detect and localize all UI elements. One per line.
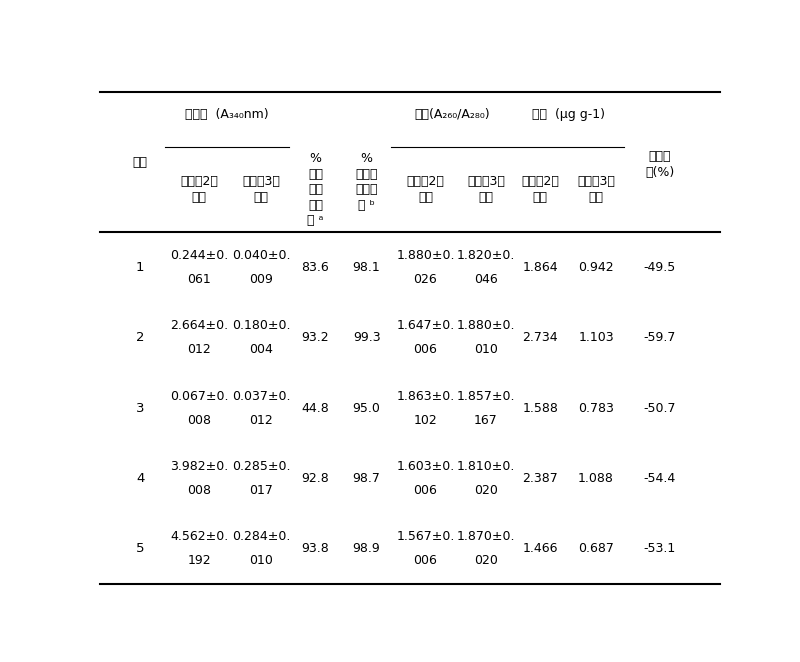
Text: 5: 5 <box>136 542 145 555</box>
Text: 0.783: 0.783 <box>578 402 614 414</box>
Text: 1.880±0.: 1.880±0. <box>396 249 454 262</box>
Text: 1.088: 1.088 <box>578 472 614 485</box>
Text: 2.734: 2.734 <box>522 332 558 344</box>
Text: 046: 046 <box>474 273 498 286</box>
Text: 产量  (μg g-1): 产量 (μg g-1) <box>532 108 605 121</box>
Text: 061: 061 <box>187 273 211 286</box>
Text: 93.8: 93.8 <box>302 542 330 555</box>
Text: 006: 006 <box>414 554 438 567</box>
Text: 1.820±0.: 1.820±0. <box>457 249 515 262</box>
Text: 010: 010 <box>250 554 273 567</box>
Text: 020: 020 <box>474 484 498 497</box>
Text: 92.8: 92.8 <box>302 472 330 485</box>
Text: 0.180±0.: 0.180±0. <box>232 320 290 332</box>
Text: 98.9: 98.9 <box>353 542 381 555</box>
Text: 2.387: 2.387 <box>522 472 558 485</box>
Text: -54.4: -54.4 <box>643 472 676 485</box>
Text: 1.466: 1.466 <box>522 542 558 555</box>
Text: -49.5: -49.5 <box>643 261 676 274</box>
Text: 0.285±0.: 0.285±0. <box>232 460 290 473</box>
Text: 2: 2 <box>136 332 145 344</box>
Text: 192: 192 <box>187 554 211 567</box>
Text: 1.567±0.: 1.567±0. <box>396 530 454 544</box>
Text: 1.870±0.: 1.870±0. <box>457 530 515 544</box>
Text: %
腐殖
酸的
消除
率 ᵃ: % 腐殖 酸的 消除 率 ᵃ <box>307 152 324 227</box>
Text: 纯度(A₂₆₀/A₂₈₀): 纯度(A₂₆₀/A₂₈₀) <box>414 108 490 121</box>
Text: 012: 012 <box>187 344 211 356</box>
Text: 006: 006 <box>414 344 438 356</box>
Text: 98.1: 98.1 <box>353 261 381 274</box>
Text: 95.0: 95.0 <box>353 402 381 414</box>
Text: 0.040±0.: 0.040±0. <box>232 249 290 262</box>
Text: 1.880±0.: 1.880±0. <box>457 320 515 332</box>
Text: 44.8: 44.8 <box>302 402 330 414</box>
Text: 1.603±0.: 1.603±0. <box>396 460 454 473</box>
Text: 4.562±0.: 4.562±0. <box>170 530 228 544</box>
Text: 0.942: 0.942 <box>578 261 614 274</box>
Text: 步骤（3）
纯化: 步骤（3） 纯化 <box>577 175 615 204</box>
Text: 1.810±0.: 1.810±0. <box>457 460 515 473</box>
Text: 4: 4 <box>136 472 145 485</box>
Text: 98.7: 98.7 <box>353 472 381 485</box>
Text: 012: 012 <box>250 414 273 427</box>
Text: 2.664±0.: 2.664±0. <box>170 320 228 332</box>
Text: 步骤（3）
纯化: 步骤（3） 纯化 <box>467 175 505 204</box>
Text: 0.284±0.: 0.284±0. <box>232 530 290 544</box>
Text: 006: 006 <box>414 484 438 497</box>
Text: 1.647±0.: 1.647±0. <box>396 320 454 332</box>
Text: 1.863±0.: 1.863±0. <box>396 390 454 402</box>
Text: 3: 3 <box>136 402 145 414</box>
Text: 020: 020 <box>474 554 498 567</box>
Text: -59.7: -59.7 <box>643 332 676 344</box>
Text: 步骤（3）
纯化: 步骤（3） 纯化 <box>242 175 280 204</box>
Text: 1: 1 <box>136 261 145 274</box>
Text: 3.982±0.: 3.982±0. <box>170 460 228 473</box>
Text: 017: 017 <box>250 484 273 497</box>
Text: 99.3: 99.3 <box>353 332 381 344</box>
Text: 0.037±0.: 0.037±0. <box>232 390 290 402</box>
Text: 010: 010 <box>474 344 498 356</box>
Text: 008: 008 <box>187 484 211 497</box>
Text: 026: 026 <box>414 273 438 286</box>
Text: 1.588: 1.588 <box>522 402 558 414</box>
Text: 0.067±0.: 0.067±0. <box>170 390 229 402</box>
Text: 产量变
化(%): 产量变 化(%) <box>645 150 674 179</box>
Text: 004: 004 <box>250 344 273 356</box>
Text: 步骤（2）
纯化: 步骤（2） 纯化 <box>180 175 218 204</box>
Text: %
腐殖酸
的消除
率 ᵇ: % 腐殖酸 的消除 率 ᵇ <box>355 152 378 212</box>
Text: 167: 167 <box>474 414 498 427</box>
Text: 93.2: 93.2 <box>302 332 330 344</box>
Text: 83.6: 83.6 <box>302 261 330 274</box>
Text: 步骤（2）
纯化: 步骤（2） 纯化 <box>522 175 559 204</box>
Text: 腐殖酸  (A₃₄₀nm): 腐殖酸 (A₃₄₀nm) <box>186 108 269 121</box>
Text: 0.244±0.: 0.244±0. <box>170 249 228 262</box>
Text: 009: 009 <box>250 273 273 286</box>
Text: 样品: 样品 <box>133 156 148 169</box>
Text: 0.687: 0.687 <box>578 542 614 555</box>
Text: 008: 008 <box>187 414 211 427</box>
Text: 102: 102 <box>414 414 438 427</box>
Text: 1.103: 1.103 <box>578 332 614 344</box>
Text: -50.7: -50.7 <box>643 402 676 414</box>
Text: 步骤（2）
纯化: 步骤（2） 纯化 <box>406 175 445 204</box>
Text: 1.864: 1.864 <box>522 261 558 274</box>
Text: 1.857±0.: 1.857±0. <box>457 390 515 402</box>
Text: -53.1: -53.1 <box>643 542 676 555</box>
